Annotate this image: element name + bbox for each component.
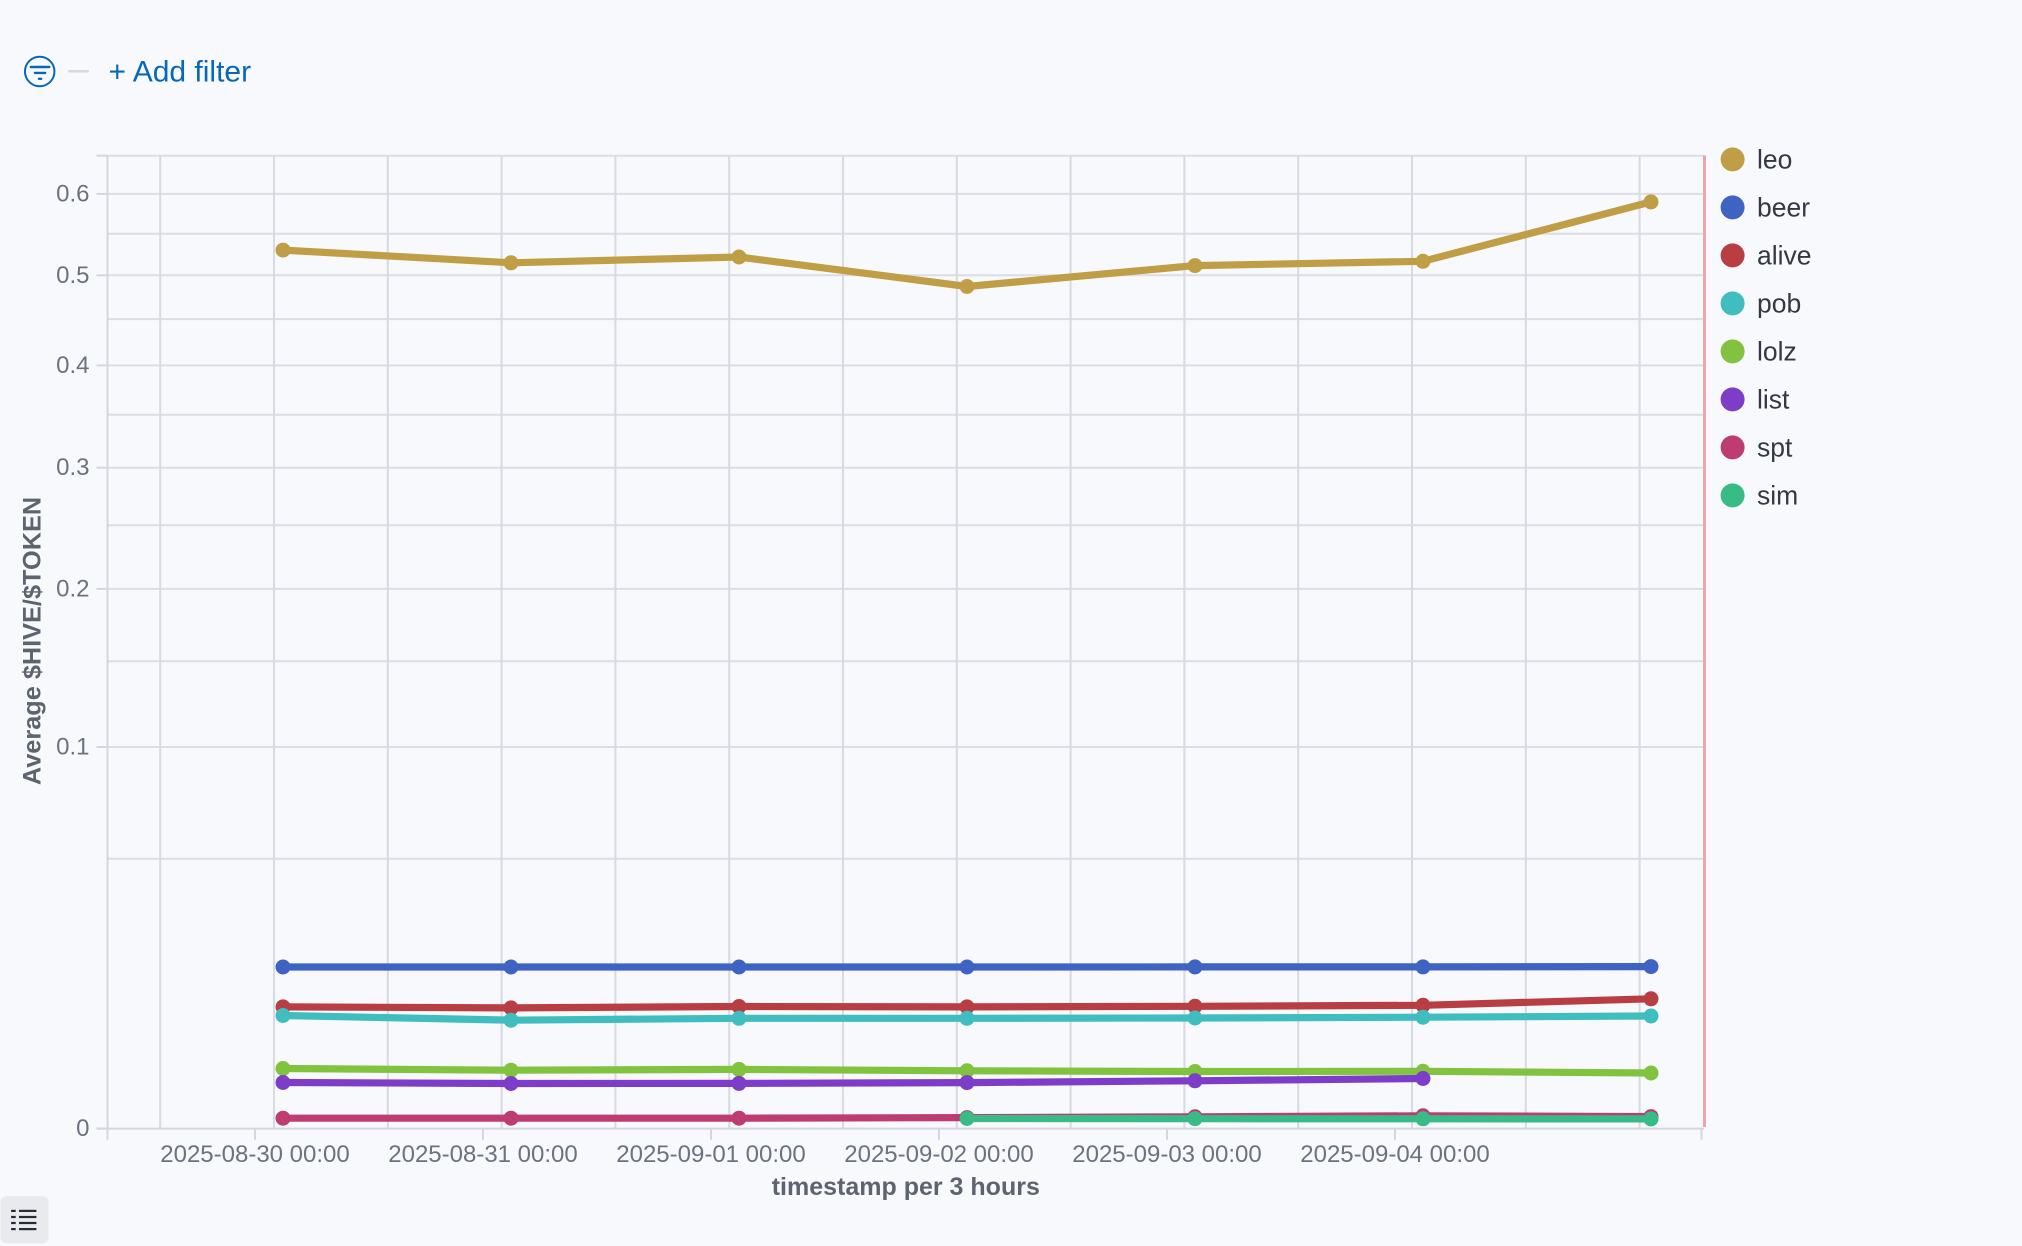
svg-text:0.2: 0.2 — [56, 575, 89, 602]
svg-text:+ Add filter: + Add filter — [109, 56, 252, 89]
svg-text:2025-09-03 00:00: 2025-09-03 00:00 — [1072, 1141, 1262, 1168]
svg-text:leo: leo — [1757, 144, 1792, 174]
svg-text:beer: beer — [1757, 192, 1810, 222]
svg-text:0: 0 — [76, 1115, 89, 1142]
svg-text:2025-09-02 00:00: 2025-09-02 00:00 — [844, 1141, 1034, 1168]
svg-text:0.5: 0.5 — [56, 262, 89, 289]
svg-text:Average $HIVE/$TOKEN: Average $HIVE/$TOKEN — [19, 497, 47, 785]
svg-text:list: list — [1757, 384, 1790, 414]
svg-text:2025-09-04 00:00: 2025-09-04 00:00 — [1300, 1141, 1490, 1168]
svg-text:0.6: 0.6 — [56, 180, 89, 207]
svg-text:0.1: 0.1 — [56, 734, 89, 761]
svg-text:pob: pob — [1757, 288, 1801, 318]
svg-text:lolz: lolz — [1757, 336, 1797, 366]
svg-text:timestamp per 3 hours: timestamp per 3 hours — [772, 1173, 1040, 1201]
svg-text:2025-08-30 00:00: 2025-08-30 00:00 — [160, 1141, 350, 1168]
svg-text:alive: alive — [1757, 240, 1812, 270]
svg-text:spt: spt — [1757, 432, 1793, 462]
svg-text:2025-08-31 00:00: 2025-08-31 00:00 — [388, 1141, 578, 1168]
svg-text:sim: sim — [1757, 480, 1798, 510]
svg-text:0.4: 0.4 — [56, 352, 89, 379]
svg-text:2025-09-01 00:00: 2025-09-01 00:00 — [616, 1141, 806, 1168]
svg-text:0.3: 0.3 — [56, 454, 89, 481]
